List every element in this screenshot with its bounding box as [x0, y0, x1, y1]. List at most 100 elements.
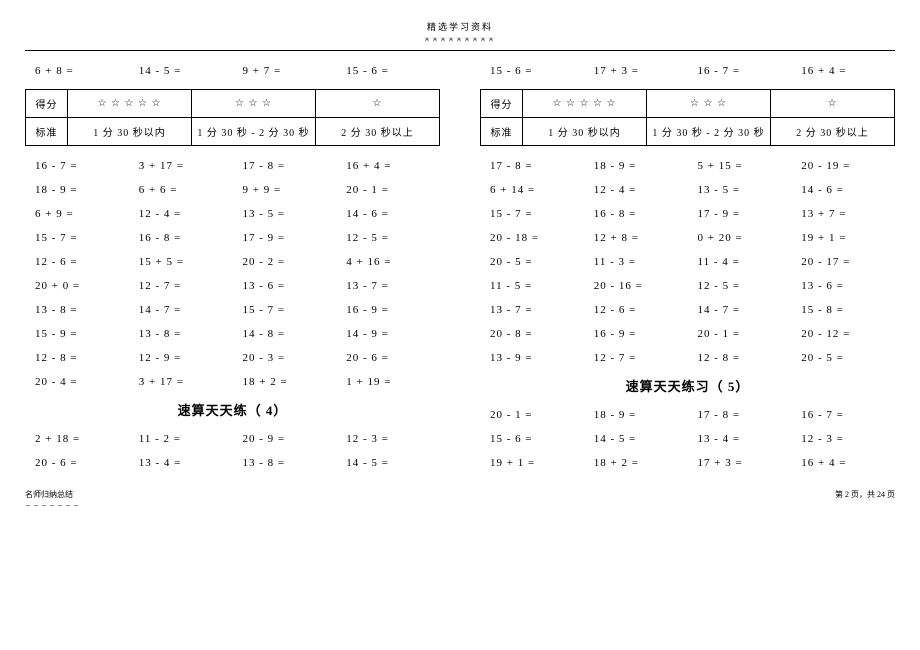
eq-cell: 18 + 2 = — [584, 457, 688, 469]
eq-cell: 15 - 6 = — [480, 433, 584, 445]
eq-cell: 16 - 7 = — [688, 65, 792, 77]
eq-cell: 13 - 7 = — [480, 304, 584, 316]
eq-cell: 13 - 4 = — [129, 457, 233, 469]
score-stars: ☆ ☆ ☆ ☆ ☆ — [68, 90, 192, 118]
eq-cell: 17 + 3 = — [688, 457, 792, 469]
header-title: 精选学习资料 — [25, 20, 895, 33]
score-label: 得分 — [481, 90, 523, 118]
std-label: 标准 — [26, 118, 68, 146]
footer-right-text: 第 2 页，共 24 页 — [835, 489, 895, 510]
eq-cell: 11 - 2 = — [129, 433, 233, 445]
eq-row: 15 - 9 =13 - 8 =14 - 8 =14 - 9 = — [25, 328, 440, 340]
eq-cell: 20 - 2 = — [233, 256, 337, 268]
eq-cell: 13 - 8 = — [25, 304, 129, 316]
eq-cell: 14 - 7 = — [688, 304, 792, 316]
eq-cell: 14 - 5 = — [584, 433, 688, 445]
eq-cell: 16 - 9 = — [584, 328, 688, 340]
std-cell: 1 分 30 秒 - 2 分 30 秒 — [647, 118, 771, 146]
eq-row: 20 - 8 =16 - 9 =20 - 1 =20 - 12 = — [480, 328, 895, 340]
eq-cell: 12 - 5 = — [336, 232, 440, 244]
eq-cell: 20 - 18 = — [480, 232, 584, 244]
eq-row: 15 - 6 =14 - 5 =13 - 4 =12 - 3 = — [480, 433, 895, 445]
eq-cell: 15 + 5 = — [129, 256, 233, 268]
eq-cell: 14 - 9 = — [336, 328, 440, 340]
std-cell: 2 分 30 秒以上 — [316, 118, 440, 146]
right-column: 15 - 6 = 17 + 3 = 16 - 7 = 16 + 4 = 得分 ☆… — [480, 65, 895, 481]
left-column: 6 + 8 = 14 - 5 = 9 + 7 = 15 - 6 = 得分 ☆ ☆… — [25, 65, 440, 481]
top-rule — [25, 50, 895, 51]
eq-cell: 12 - 5 = — [688, 280, 792, 292]
eq-row: 16 - 7 =3 + 17 =17 - 8 =16 + 4 = — [25, 160, 440, 172]
header-dots: ＊＊＊＊＊＊＊＊＊ — [25, 35, 895, 44]
eq-cell: 15 - 6 = — [336, 65, 440, 77]
eq-cell: 12 + 8 = — [584, 232, 688, 244]
eq-cell: 20 + 0 = — [25, 280, 129, 292]
eq-cell: 20 - 8 = — [480, 328, 584, 340]
eq-cell: 13 - 8 = — [129, 328, 233, 340]
eq-cell: 20 - 3 = — [233, 352, 337, 364]
eq-cell: 14 - 6 = — [336, 208, 440, 220]
eq-cell: 15 - 8 = — [791, 304, 895, 316]
eq-cell: 19 + 1 = — [791, 232, 895, 244]
eq-cell: 20 - 4 = — [25, 376, 129, 388]
eq-cell: 16 - 8 = — [129, 232, 233, 244]
eq-cell: 12 - 6 = — [584, 304, 688, 316]
eq-row: 15 - 7 =16 - 8 =17 - 9 =13 + 7 = — [480, 208, 895, 220]
eq-cell: 20 - 9 = — [233, 433, 337, 445]
score-stars: ☆ ☆ ☆ — [192, 90, 316, 118]
eq-row: 20 - 6 =13 - 4 =13 - 8 =14 - 5 = — [25, 457, 440, 469]
eq-cell: 2 + 18 = — [25, 433, 129, 445]
eq-cell: 15 - 7 = — [25, 232, 129, 244]
eq-cell: 20 - 1 = — [688, 328, 792, 340]
eq-cell: 15 - 7 = — [480, 208, 584, 220]
eq-cell: 16 - 9 = — [336, 304, 440, 316]
eq-row: 18 - 9 =6 + 6 =9 + 9 =20 - 1 = — [25, 184, 440, 196]
eq-cell: 13 - 4 = — [688, 433, 792, 445]
score-label: 得分 — [26, 90, 68, 118]
section-title-5: 速算天天练习（ 5） — [480, 376, 895, 395]
eq-cell: 5 + 15 = — [688, 160, 792, 172]
eq-cell: 13 - 5 = — [688, 184, 792, 196]
eq-cell: 14 - 6 = — [791, 184, 895, 196]
eq-cell: 20 - 6 = — [336, 352, 440, 364]
std-cell: 1 分 30 秒以内 — [68, 118, 192, 146]
eq-cell: 14 - 5 = — [129, 65, 233, 77]
eq-cell: 17 - 8 = — [688, 409, 792, 421]
eq-cell: 16 + 4 = — [336, 160, 440, 172]
eq-row: 20 + 0 =12 - 7 =13 - 6 =13 - 7 = — [25, 280, 440, 292]
footer-left-text: 名师归纳总结 — [25, 489, 81, 500]
eq-cell: 13 - 7 = — [336, 280, 440, 292]
eq-row: 6 + 8 = 14 - 5 = 9 + 7 = 15 - 6 = — [25, 65, 440, 77]
eq-row: 11 - 5 =20 - 16 =12 - 5 =13 - 6 = — [480, 280, 895, 292]
eq-cell: 1 + 19 = — [336, 376, 440, 388]
eq-row: 2 + 18 =11 - 2 =20 - 9 =12 - 3 = — [25, 433, 440, 445]
eq-row: 12 - 6 =15 + 5 =20 - 2 =4 + 16 = — [25, 256, 440, 268]
eq-cell: 14 - 5 = — [336, 457, 440, 469]
eq-cell: 19 + 1 = — [480, 457, 584, 469]
eq-cell: 18 + 2 = — [233, 376, 337, 388]
eq-cell: 12 - 3 = — [791, 433, 895, 445]
eq-cell: 9 + 9 = — [233, 184, 337, 196]
eq-row: 20 - 18 =12 + 8 =0 + 20 =19 + 1 = — [480, 232, 895, 244]
eq-cell: 12 - 3 = — [336, 433, 440, 445]
eq-cell: 20 - 12 = — [791, 328, 895, 340]
eq-row: 20 - 1 =18 - 9 =17 - 8 =16 - 7 = — [480, 409, 895, 421]
eq-cell: 12 - 7 = — [584, 352, 688, 364]
eq-cell: 20 - 1 = — [480, 409, 584, 421]
score-stars: ☆ ☆ ☆ — [647, 90, 771, 118]
eq-cell: 17 - 8 = — [480, 160, 584, 172]
page-footer: 名师归纳总结 －－－－－－－ 第 2 页，共 24 页 — [25, 489, 895, 510]
eq-row: 20 - 5 =11 - 3 =11 - 4 =20 - 17 = — [480, 256, 895, 268]
score-stars: ☆ — [771, 90, 895, 118]
eq-cell: 13 - 6 = — [233, 280, 337, 292]
std-cell: 1 分 30 秒以内 — [523, 118, 647, 146]
eq-cell: 17 - 8 = — [233, 160, 337, 172]
eq-cell: 9 + 7 = — [233, 65, 337, 77]
eq-row: 15 - 7 =16 - 8 =17 - 9 =12 - 5 = — [25, 232, 440, 244]
eq-cell: 12 - 9 = — [129, 352, 233, 364]
eq-cell: 18 - 9 = — [584, 160, 688, 172]
score-table-left: 得分 ☆ ☆ ☆ ☆ ☆ ☆ ☆ ☆ ☆ 标准 1 分 30 秒以内 1 分 3… — [25, 89, 440, 146]
eq-cell: 17 - 9 = — [688, 208, 792, 220]
eq-cell: 20 - 17 = — [791, 256, 895, 268]
eq-cell: 11 - 5 = — [480, 280, 584, 292]
